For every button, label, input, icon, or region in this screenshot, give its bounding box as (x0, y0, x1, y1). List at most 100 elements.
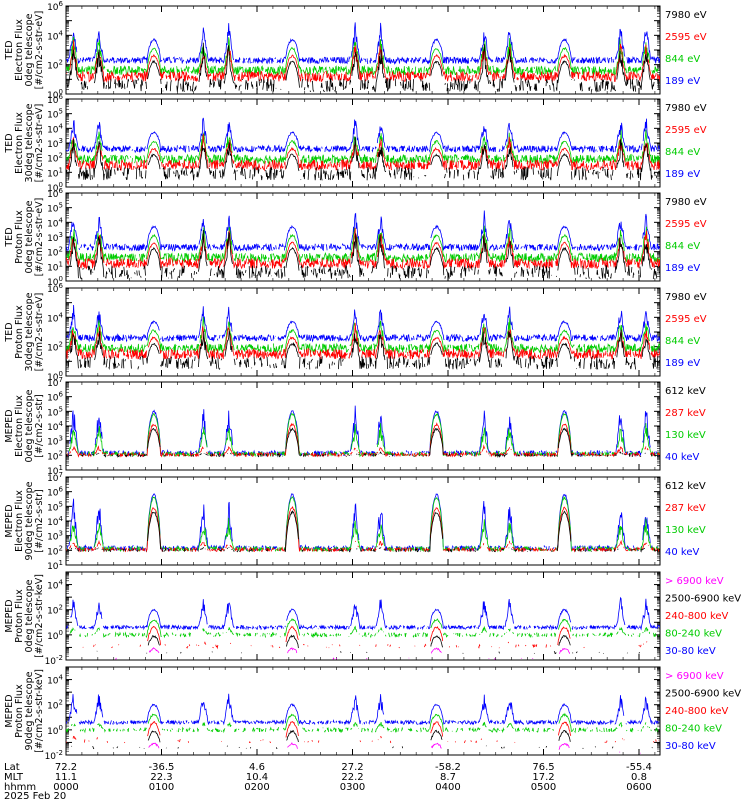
series-2500-6900-kev (97, 636, 647, 654)
panel-6-ylabel: [#/cm2-s-str] (34, 489, 45, 552)
legend-entry: 287 keV (665, 503, 706, 514)
y-tick-label: 105 (47, 202, 63, 215)
panel-1-frame (65, 5, 661, 95)
y-tick-label: 10-2 (45, 654, 63, 667)
series-287-kev (66, 422, 660, 458)
legend-entry: 844 eV (665, 54, 700, 65)
legend-entry: 40 keV (665, 452, 699, 463)
x-tick-lat: 27.2 (341, 762, 363, 773)
panel-4-ylabel: Proton Flux (14, 305, 25, 359)
panel-7-ylabel: 0deg telescope (24, 579, 35, 652)
y-tick-label: 101 (47, 464, 63, 477)
y-tick-label: 102 (47, 341, 63, 354)
x-tick-mlt: 0.8 (631, 772, 647, 783)
x-tick-mlt: 22.2 (341, 772, 363, 783)
series-2595-ev (66, 133, 660, 172)
legend-entry: 130 keV (665, 430, 706, 441)
series-2595-ev (66, 39, 660, 83)
series-189-ev (66, 22, 660, 66)
panel-6-ylabel: 90deg telescope (24, 481, 35, 560)
x-tick-mlt: 22.3 (150, 772, 172, 783)
panel-4-ylabel: TED (4, 322, 15, 342)
panel-3-ylabel: [#/cm2-s-str-eV] (34, 198, 45, 277)
x-row-label-hhmm: hhmm (4, 782, 36, 793)
series-189-ev (66, 210, 660, 252)
series-189-ev (66, 304, 660, 343)
y-tick-label: 104 (47, 122, 63, 135)
legend-entry: 130 keV (665, 525, 706, 536)
x-tick-lat: -58.2 (435, 762, 461, 773)
panel-3-ylabel: Proton Flux (14, 210, 25, 264)
series-80-240-kev (66, 712, 660, 734)
y-tick-label: 104 (47, 579, 63, 592)
legend-entry: 189 eV (665, 169, 700, 180)
panel-7-ylabel: Proton Flux (14, 589, 25, 643)
panel-2-ylabel: Electron Flux (14, 112, 25, 174)
y-tick-label: 102 (47, 544, 63, 557)
x-tick-hhmm: 0200 (244, 782, 269, 793)
y-tick-label: 100 (47, 181, 63, 194)
y-tick-label: 100 (47, 88, 63, 101)
legend-entry: 287 keV (665, 408, 706, 419)
panel-8-ylabel: 90deg telescope (24, 671, 35, 750)
panel-3-ylabel: TED (4, 227, 15, 247)
x-row-label-mlt: MLT (4, 772, 24, 783)
panel-6-frame (65, 476, 661, 566)
series-189-ev (66, 117, 660, 154)
series--6900-kev (149, 743, 658, 753)
panel-7-frame (65, 571, 661, 661)
panel-1-ylabel: Electron Flux (14, 19, 25, 81)
y-tick-label: 107 (47, 471, 63, 484)
series-287-kev (66, 505, 660, 553)
series-2595-ev (66, 322, 660, 361)
legend-entry: 40 keV (665, 547, 699, 558)
series-2595-ev (66, 227, 660, 270)
x-tick-mlt: 8.7 (440, 772, 456, 783)
legend-entry: 2595 eV (665, 219, 707, 230)
series-7980-ev (69, 229, 660, 280)
y-tick-label: 104 (47, 674, 63, 687)
x-tick-lat: 4.6 (249, 762, 265, 773)
y-tick-label: 106 (47, 93, 63, 106)
y-tick-label: 103 (47, 231, 63, 244)
x-tick-hhmm: 0300 (340, 782, 365, 793)
legend-entry: 240-800 keV (665, 706, 729, 717)
x-tick-lat: 72.2 (55, 762, 77, 773)
series-30-80-kev (66, 596, 660, 631)
panel-8-ylabel: MEPED (4, 694, 15, 727)
y-tick-label: 102 (47, 449, 63, 462)
legend-entry: 612 keV (665, 386, 706, 397)
x-tick-lat: 76.5 (532, 762, 554, 773)
y-tick-label: 102 (47, 699, 63, 712)
panel-8-ylabel: [#/cm2-s-str-keV] (34, 669, 45, 753)
legend-entry: 2595 eV (665, 32, 707, 43)
legend-entry: 189 eV (665, 263, 700, 274)
y-tick-label: 103 (47, 530, 63, 543)
legend-entry: 7980 eV (665, 103, 707, 114)
panel-1-ylabel: [#/cm2-s-str-eV] (34, 11, 45, 90)
series-7980-ev (66, 136, 660, 181)
legend-entry: 2500-6900 keV (665, 594, 741, 605)
x-tick-hhmm: 0500 (531, 782, 556, 793)
y-tick-label: 10-2 (45, 749, 63, 762)
legend-entry: 240-800 keV (665, 611, 729, 622)
x-tick-hhmm: 0100 (149, 782, 174, 793)
date-label: 2025 Feb 20 (4, 791, 66, 800)
legend-entry: 844 eV (665, 147, 700, 158)
y-tick-label: 100 (47, 370, 63, 383)
y-tick-label: 104 (47, 311, 63, 324)
panel-3-ylabel: 0deg telescope (24, 200, 35, 273)
legend-entry: 612 keV (665, 481, 706, 492)
panel-4-ylabel: [#/cm2-s-str-eV] (34, 293, 45, 372)
legend-entry: 2500-6900 keV (665, 689, 741, 700)
series--6900-kev (116, 648, 658, 660)
y-tick-label: 101 (47, 559, 63, 572)
x-tick-hhmm: 0000 (53, 782, 78, 793)
x-tick-lat: -55.4 (626, 762, 652, 773)
y-tick-label: 100 (47, 275, 63, 288)
panel-5-ylabel: [#/cm2-s-str] (34, 394, 45, 457)
y-tick-label: 101 (47, 260, 63, 273)
series-2500-6900-kev (71, 730, 654, 748)
